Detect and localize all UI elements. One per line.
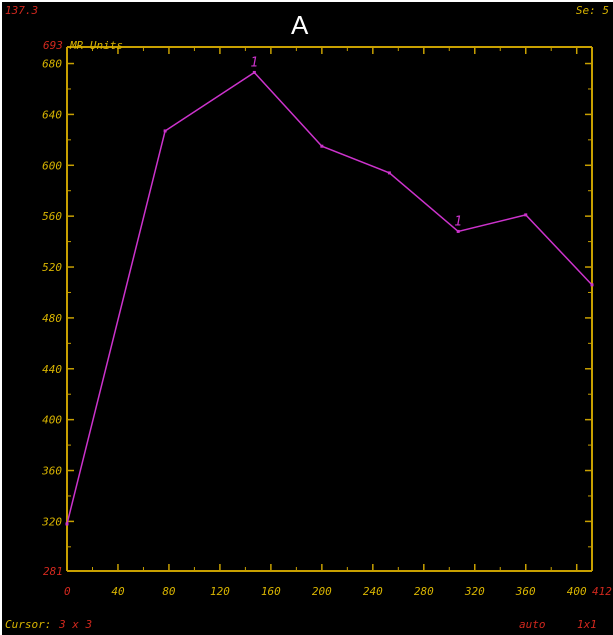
y-tick-label-360: 360 xyxy=(41,465,62,478)
x-tick-label-240: 240 xyxy=(363,585,383,598)
zoom-level[interactable]: 1x1 xyxy=(577,618,597,631)
cursor-label: Cursor: xyxy=(5,618,52,631)
top-left-readout: 137.3 xyxy=(5,4,39,17)
y-min-label: 281 xyxy=(43,565,63,578)
point-annotation: 1 xyxy=(250,55,258,70)
y-tick-label-640: 640 xyxy=(42,108,62,121)
axes xyxy=(66,46,593,572)
y-tick-label-400: 400 xyxy=(42,414,62,427)
data-point xyxy=(590,283,594,287)
x-tick-label-120: 120 xyxy=(210,585,230,598)
scale-mode[interactable]: auto xyxy=(519,618,546,631)
x-max-label: 412 xyxy=(592,585,612,598)
y-tick-label-520: 520 xyxy=(42,261,62,274)
x-tick-label-280: 280 xyxy=(414,585,434,598)
data-point xyxy=(524,213,528,217)
data-point xyxy=(387,171,391,175)
x-tick-label-40: 40 xyxy=(111,585,125,598)
y-max-label: 693 xyxy=(43,39,63,52)
data-point xyxy=(320,144,324,148)
y-tick-label-600: 600 xyxy=(42,159,62,172)
y-tick-label-680: 680 xyxy=(42,58,62,71)
x-tick-label-400: 400 xyxy=(567,585,587,598)
x-tick-label-360: 360 xyxy=(515,585,536,598)
y-tick-label-480: 480 xyxy=(42,312,62,325)
series-line-0 xyxy=(66,71,593,525)
series-layer: 11 xyxy=(65,55,594,526)
data-point xyxy=(252,70,256,74)
x-min-label: 0 xyxy=(64,585,71,598)
data-point xyxy=(456,229,460,233)
panel-label: A xyxy=(291,10,309,40)
data-point xyxy=(65,522,69,526)
x-tick-label-320: 320 xyxy=(464,585,485,598)
data-point xyxy=(163,129,167,133)
y-tick-label-440: 440 xyxy=(42,363,62,376)
y-axis-title: MR Units xyxy=(69,39,123,52)
x-tick-label-80: 80 xyxy=(162,585,176,598)
cursor-size[interactable]: 3 x 3 xyxy=(59,618,93,631)
point-annotation: 1 xyxy=(454,214,462,229)
x-tick-label-160: 160 xyxy=(261,585,281,598)
x-tick-label-200: 200 xyxy=(312,585,332,598)
y-tick-label-560: 560 xyxy=(42,210,62,223)
series-indicator: Se: 5 xyxy=(575,4,609,17)
y-tick-label-320: 320 xyxy=(41,515,62,528)
ticks: 40 80 120 160 200 240 280 320 360 400 320 360 400 440… xyxy=(41,47,592,598)
